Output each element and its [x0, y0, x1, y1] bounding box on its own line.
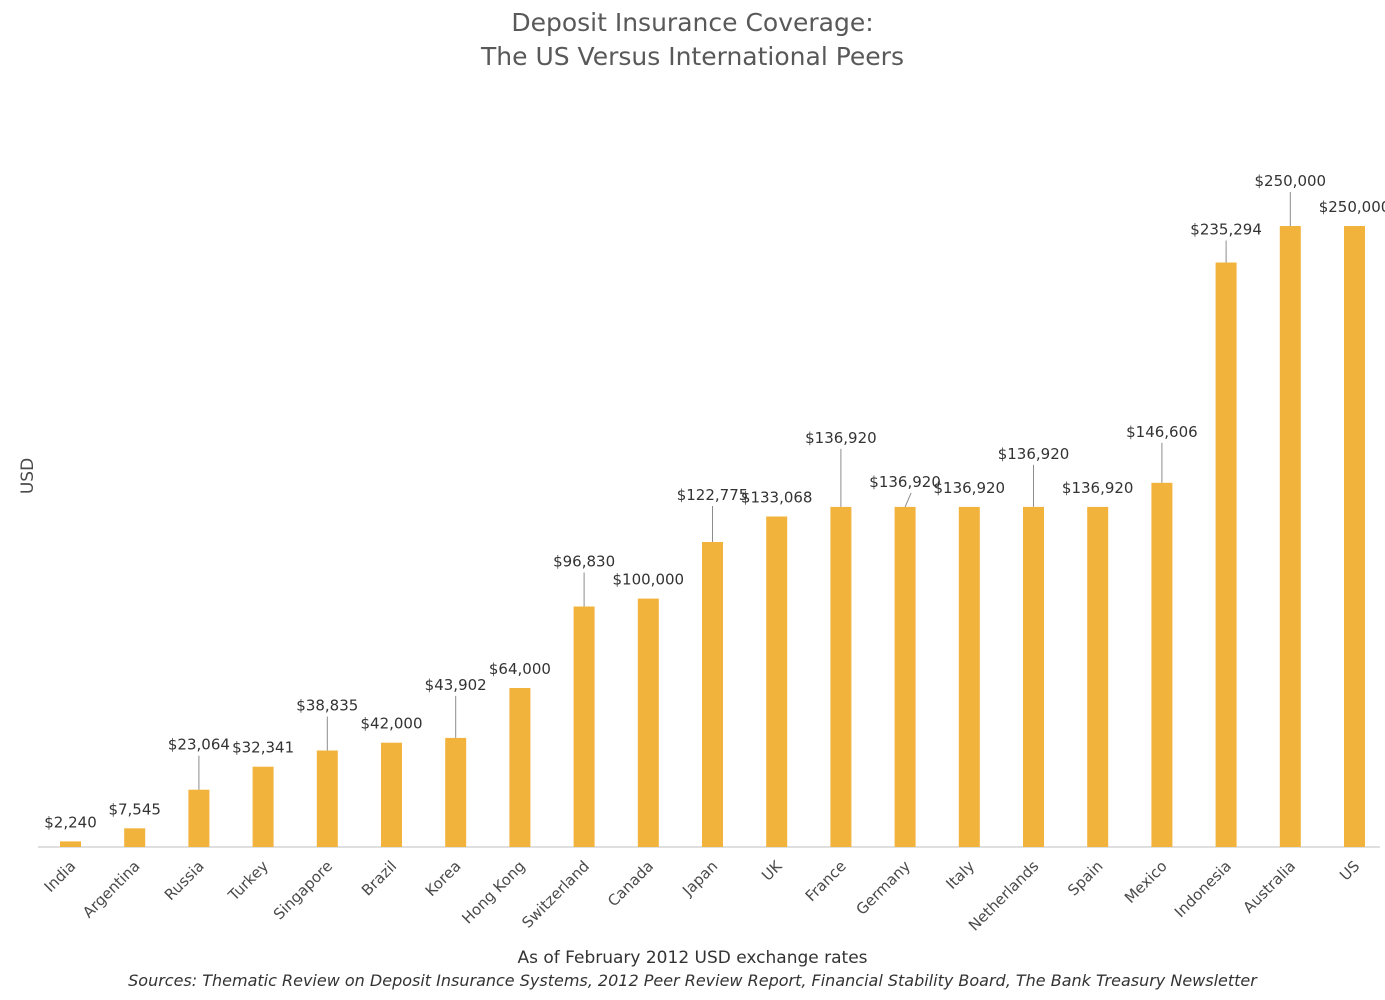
- leader-line-germany: [904, 492, 912, 508]
- x-tick-label-russia: Russia: [161, 857, 208, 904]
- bar-uk: [766, 516, 788, 847]
- x-tick-label-mexico: Mexico: [1121, 857, 1171, 907]
- data-label-argentina: $7,545: [108, 800, 161, 818]
- x-tick-label-turkey: Turkey: [224, 857, 272, 905]
- bar-indonesia: [1215, 262, 1237, 847]
- x-tick-label-argentina: Argentina: [79, 857, 143, 921]
- x-tick-label-uk: UK: [758, 856, 786, 884]
- x-tick-label-spain: Spain: [1064, 857, 1106, 899]
- bar-mexico: [1151, 482, 1173, 847]
- source-note: Sources: Thematic Review on Deposit Insu…: [128, 971, 1257, 990]
- bar-hong-kong: [509, 688, 531, 847]
- bar-india: [60, 841, 81, 847]
- bar-brazil: [381, 742, 402, 847]
- bar-australia: [1279, 226, 1301, 847]
- data-label-russia: $23,064: [168, 736, 230, 754]
- data-label-france: $136,920: [805, 429, 877, 447]
- bar-germany: [894, 506, 916, 847]
- bar-russia: [188, 789, 210, 847]
- data-label-turkey: $32,341: [232, 739, 294, 757]
- data-label-japan: $122,775: [677, 486, 749, 504]
- bar-argentina: [124, 828, 146, 847]
- data-label-hong-kong: $64,000: [489, 660, 551, 678]
- x-tick-label-japan: Japan: [678, 857, 721, 900]
- x-axis-label: As of February 2012 USD exchange rates: [517, 948, 868, 968]
- x-tick-label-india: India: [41, 857, 80, 896]
- x-tick-label-france: France: [802, 857, 850, 905]
- x-tick-label-italy: Italy: [942, 857, 978, 893]
- x-tick-label-germany: Germany: [852, 857, 914, 919]
- data-label-singapore: $38,835: [296, 697, 358, 715]
- bar-italy: [958, 506, 980, 847]
- data-label-india: $2,240: [44, 813, 97, 831]
- data-label-canada: $100,000: [613, 571, 685, 589]
- data-labels-group: $2,240 $7,545 $23,064 $32,341 $38,835$42,000…: [44, 172, 1385, 831]
- x-tick-label-canada: Canada: [604, 857, 657, 910]
- bar-turkey: [252, 766, 274, 847]
- data-label-italy: $136,920: [934, 479, 1006, 497]
- bar-us: [1344, 226, 1365, 847]
- y-axis-label: USD: [18, 458, 38, 494]
- x-tick-label-us: US: [1336, 857, 1363, 884]
- x-tick-label-switzerland: Switzerland: [518, 857, 593, 932]
- bar-switzerland: [573, 606, 595, 847]
- data-label-spain: $136,920: [1062, 479, 1134, 497]
- chart-title: Deposit Insurance Coverage: The US Versu…: [0, 6, 1385, 74]
- x-tick-label-singapore: Singapore: [270, 857, 336, 923]
- data-label-uk: $133,068: [741, 489, 813, 507]
- data-label-germany: $136,920: [869, 473, 941, 491]
- bar-japan: [702, 542, 723, 847]
- x-tick-label-hong-kong: Hong Kong: [458, 857, 528, 927]
- data-label-us: $250,000: [1319, 198, 1385, 216]
- x-tick-label-brazil: Brazil: [358, 857, 400, 899]
- chart-title-line-1: Deposit Insurance Coverage:: [511, 8, 874, 37]
- bar-canada: [637, 598, 659, 847]
- data-label-indonesia: $235,294: [1190, 221, 1262, 239]
- x-tick-label-australia: Australia: [1239, 857, 1299, 917]
- data-label-mexico: $146,606: [1126, 423, 1198, 441]
- bar-korea: [445, 737, 467, 847]
- x-tick-label-indonesia: Indonesia: [1171, 857, 1235, 921]
- data-label-netherlands: $136,920: [998, 445, 1070, 463]
- bar-singapore: [316, 750, 338, 847]
- leader-lines-group: [198, 192, 1291, 790]
- bar-netherlands: [1023, 506, 1044, 847]
- chart-title-line-2: The US Versus International Peers: [481, 42, 904, 71]
- data-label-brazil: $42,000: [360, 715, 422, 733]
- data-label-australia: $250,000: [1255, 172, 1327, 190]
- bar-spain: [1087, 506, 1109, 847]
- bars-group: [60, 226, 1365, 847]
- x-tick-label-korea: Korea: [422, 857, 465, 900]
- data-label-switzerland: $96,830: [553, 553, 615, 571]
- bar-france: [830, 506, 852, 847]
- data-label-korea: $43,902: [425, 676, 487, 694]
